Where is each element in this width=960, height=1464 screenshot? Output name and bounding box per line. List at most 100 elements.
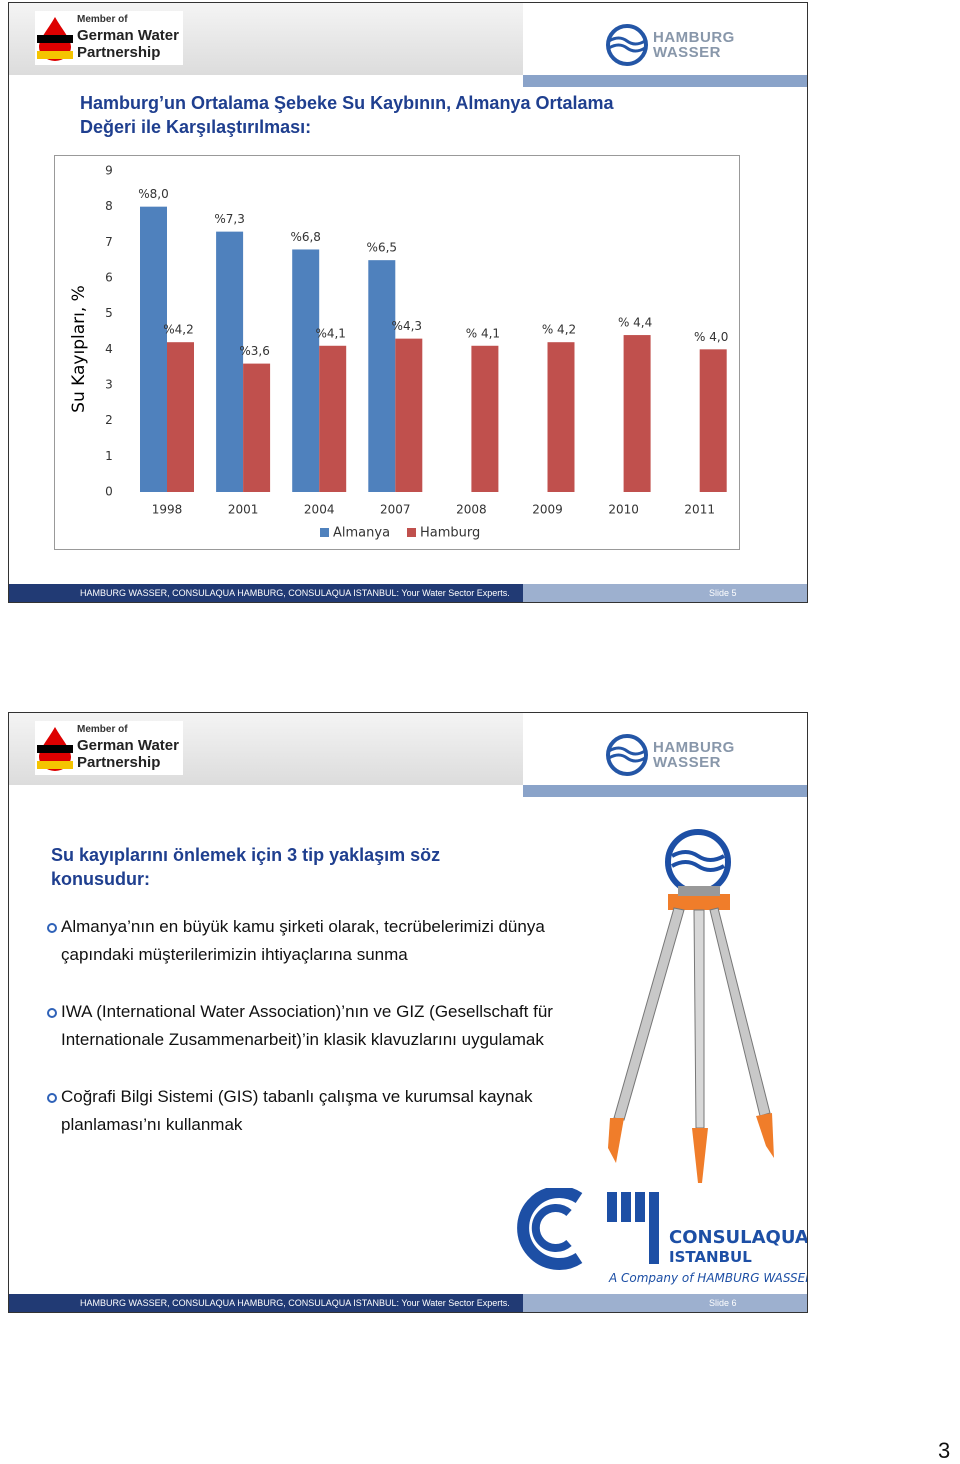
logo-text: Member of xyxy=(77,14,128,25)
legend-swatch xyxy=(320,528,329,537)
header-stripe xyxy=(523,785,807,797)
bar xyxy=(140,206,167,492)
bar xyxy=(167,342,194,492)
logo-text: German Water xyxy=(77,27,179,44)
consulaqua-logo: CONSULAQUA ISTANBUL A Company of HAMBURG… xyxy=(517,1188,808,1285)
x-tick-label: 2011 xyxy=(684,503,715,517)
logo-text: Member of xyxy=(77,724,128,735)
y-tick-label: 8 xyxy=(105,199,113,213)
y-tick-label: 7 xyxy=(105,235,113,249)
bar xyxy=(471,345,499,492)
footer-text: HAMBURG WASSER, CONSULAQUA HAMBURG, CONS… xyxy=(80,588,510,598)
y-tick-label: 2 xyxy=(105,413,113,427)
logo-tagline: A Company of HAMBURG WASSER xyxy=(608,1271,808,1285)
bullet: Almanya’nın en büyük kamu şirketi olarak… xyxy=(61,913,545,969)
hw-logo: HAMBURG WASSER xyxy=(605,23,735,67)
bar xyxy=(699,349,727,492)
hw-icon xyxy=(606,24,648,66)
flag-drop xyxy=(37,727,73,771)
slide: Member of German Water Partnership HAMBU… xyxy=(8,712,808,1313)
data-label: %3,6 xyxy=(239,344,270,358)
footer-band xyxy=(9,1294,523,1312)
slide-title: Su kayıplarını önlemek için 3 tip yaklaş… xyxy=(51,843,440,891)
bar xyxy=(292,249,320,492)
legend-label: Almanya xyxy=(333,526,390,541)
x-tick-label: 2009 xyxy=(532,503,563,517)
footer-text: HAMBURG WASSER, CONSULAQUA HAMBURG, CONS… xyxy=(80,1298,510,1308)
title-line: Su kayıplarını önlemek için 3 tip yaklaş… xyxy=(51,845,441,865)
bar xyxy=(216,231,244,492)
data-label: %4,1 xyxy=(315,326,346,340)
hw-logo: HAMBURG WASSER xyxy=(605,733,735,777)
bullet: Coğrafi Bilgi Sistemi (GIS) tabanlı çalı… xyxy=(61,1083,532,1139)
data-label: %4,3 xyxy=(392,319,423,333)
x-tick-label: 2004 xyxy=(304,503,335,517)
title-line: Değeri ile Karşılaştırılması: xyxy=(80,117,312,137)
data-label: %6,8 xyxy=(290,230,321,244)
data-label: % 4,4 xyxy=(618,316,652,330)
y-tick-label: 4 xyxy=(105,342,113,356)
bullet-marker xyxy=(47,1008,57,1018)
footer-band xyxy=(9,584,523,602)
y-tick-label: 1 xyxy=(105,449,113,463)
data-label: % 4,2 xyxy=(542,323,576,337)
logo-text: ISTANBUL xyxy=(669,1248,752,1266)
slide: Member of German Water Partnership HAMBU… xyxy=(8,2,808,603)
title-line: Hamburg’un Ortalama Şebeke Su Kaybının, … xyxy=(80,93,614,113)
logo-text: WASSER xyxy=(653,44,722,61)
x-tick-label: 2001 xyxy=(228,503,259,517)
x-tick-label: 1998 xyxy=(152,503,183,517)
bar xyxy=(243,363,271,492)
bullet-line: planlaması’nı kullanmak xyxy=(61,1115,243,1134)
x-tick-label: 2010 xyxy=(608,503,639,517)
bullet: IWA (International Water Association)’nı… xyxy=(61,998,553,1054)
bullet-line: Almanya’nın en büyük kamu şirketi olarak… xyxy=(61,917,545,936)
logo-text: CONSULAQUA xyxy=(669,1227,808,1248)
data-label: %4,2 xyxy=(163,323,194,337)
y-tick-label: 3 xyxy=(105,378,113,392)
y-axis-label: Su Kayıpları, % xyxy=(69,285,89,413)
gwp-logo: Member of German Water Partnership xyxy=(35,11,183,65)
bullet-line: Coğrafi Bilgi Sistemi (GIS) tabanlı çalı… xyxy=(61,1087,533,1106)
bullet-line: Internationale Zusammenarbeit)’in klasik… xyxy=(61,1030,544,1049)
logo-text: Partnership xyxy=(77,754,161,771)
data-label: %6,5 xyxy=(367,241,398,255)
logo-text: German Water xyxy=(77,737,179,754)
x-tick-label: 2007 xyxy=(380,503,411,517)
header-stripe xyxy=(523,75,807,87)
title-line: konusudur: xyxy=(51,869,150,889)
bar xyxy=(319,345,347,492)
flag-drop xyxy=(37,17,73,61)
bullet-line: IWA (International Water Association)’nı… xyxy=(61,1002,553,1021)
slide-number: Slide 6 xyxy=(709,1298,737,1308)
bar xyxy=(368,260,396,492)
logo-text: HAMBURG xyxy=(653,739,735,756)
hw-icon xyxy=(606,734,648,776)
slide-number: Slide 5 xyxy=(709,588,737,598)
page-number: 3 xyxy=(938,1438,951,1463)
legend-label: Hamburg xyxy=(420,526,480,541)
y-tick-label: 9 xyxy=(105,164,113,178)
footer: HAMBURG WASSER, CONSULAQUA HAMBURG, CONS… xyxy=(9,1294,807,1312)
data-label: %7,3 xyxy=(214,212,245,226)
slide-title: Hamburg’un Ortalama Şebeke Su Kaybının, … xyxy=(80,91,614,139)
data-label: % 4,0 xyxy=(694,330,728,344)
y-tick-label: 0 xyxy=(105,485,113,499)
bar xyxy=(547,342,575,492)
legend-swatch xyxy=(407,528,416,537)
tripod-image xyxy=(608,829,774,1183)
bullet-line: çapındaki müşterilerimizin ihtiyaçlarına… xyxy=(61,945,408,964)
x-tick-label: 2008 xyxy=(456,503,487,517)
chart: Su Kayıpları, % 0 1 2 3 4 5 6 7 8 9 1998 %8,0 %4,2 200… xyxy=(54,155,740,550)
y-tick-label: 6 xyxy=(105,271,113,285)
bullet-marker xyxy=(47,1093,57,1103)
data-label: % 4,1 xyxy=(466,326,500,340)
bullet-marker xyxy=(47,923,57,933)
bar xyxy=(395,338,423,492)
gwp-logo: Member of German Water Partnership xyxy=(35,721,183,775)
logo-text: Partnership xyxy=(77,44,161,61)
data-label: %8,0 xyxy=(138,187,169,201)
logo-text: WASSER xyxy=(653,754,722,771)
footer: HAMBURG WASSER, CONSULAQUA HAMBURG, CONS… xyxy=(9,584,807,602)
